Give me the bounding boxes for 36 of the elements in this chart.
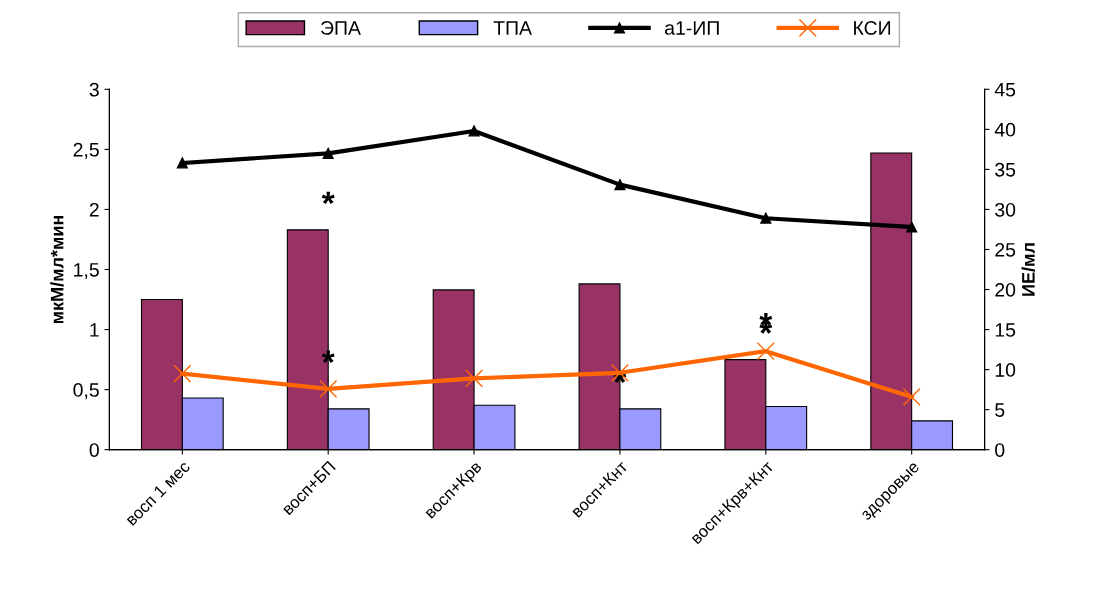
legend-label: КСИ: [854, 21, 891, 35]
y2-tick-label: 5: [995, 403, 1005, 417]
legend-label: а1-ИП: [665, 21, 719, 35]
point: [465, 369, 484, 388]
y2-tick-label: 10: [995, 363, 1016, 377]
y2-tick-label: 25: [995, 242, 1016, 257]
y-tick-label: 0,5: [73, 383, 99, 400]
y2-tick-label: 45: [994, 82, 1016, 97]
point: [760, 212, 772, 224]
point: [173, 364, 192, 383]
point: [906, 221, 918, 233]
y-tick-label: 2,5: [73, 142, 99, 159]
y-tick-label: 0: [89, 443, 99, 457]
y2-tick-label: 30: [995, 202, 1016, 217]
y-axis-title: мкМ/мл*мин: [50, 215, 64, 324]
point: [176, 157, 188, 169]
point: [319, 379, 338, 398]
legend-label: ЭПА: [321, 21, 361, 35]
y2-tick-label: 15: [995, 323, 1016, 337]
y2-tick-label: 0: [995, 443, 1005, 457]
annotation: *: [321, 191, 335, 205]
point: [322, 147, 334, 159]
annotation: *: [321, 350, 335, 363]
y-tick-label: 3: [89, 82, 99, 97]
y2-tick-label: 20: [995, 282, 1016, 297]
y2-axis-title: ИЕ/мл: [1021, 243, 1035, 296]
legend-label: ТПА: [493, 21, 532, 35]
y2-tick-label: 40: [994, 122, 1016, 137]
point: [468, 125, 480, 137]
y-tick-label: 1: [90, 323, 99, 337]
point: [756, 342, 775, 361]
point: [902, 387, 921, 406]
y2-tick-label: 35: [995, 162, 1016, 177]
y-tick-label: 1,5: [74, 263, 99, 280]
y-tick-label: 2: [89, 202, 99, 217]
point: [614, 179, 626, 191]
